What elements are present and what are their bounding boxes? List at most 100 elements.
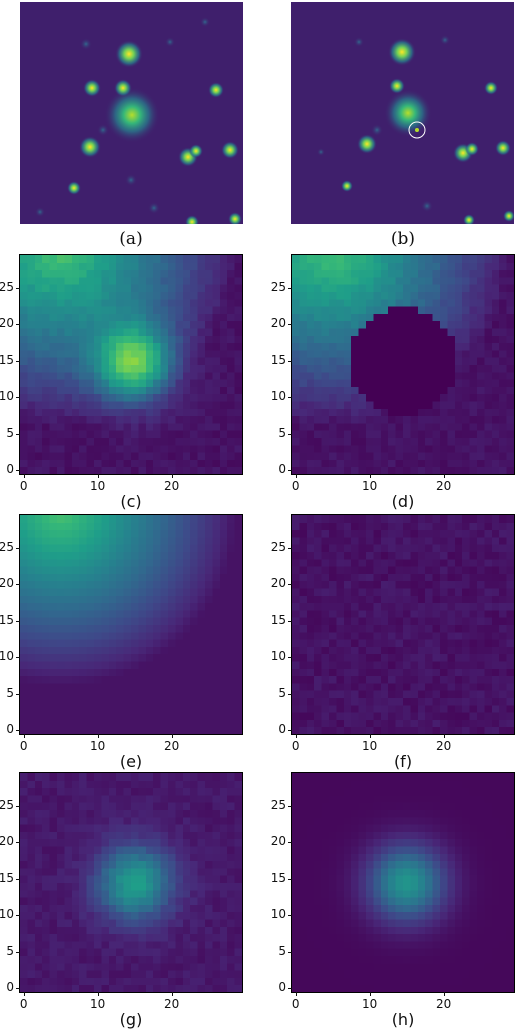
y-tick-label: 25 — [268, 540, 286, 554]
y-tick-label: 20 — [0, 576, 14, 590]
x-tick-mark — [172, 992, 173, 996]
x-tick-label: 10 — [358, 739, 382, 753]
x-tick-mark — [24, 734, 25, 738]
y-tick-label: 5 — [0, 686, 14, 700]
caption-g: (g) — [111, 1010, 151, 1029]
y-tick-mark — [288, 324, 292, 325]
y-tick-mark — [16, 548, 20, 549]
heatmap-plot-area — [20, 255, 242, 474]
y-tick-label: 5 — [268, 426, 286, 440]
y-tick-mark — [16, 806, 20, 807]
x-tick-label: 10 — [86, 739, 110, 753]
y-tick-mark — [16, 842, 20, 843]
x-tick-mark — [444, 992, 445, 996]
y-tick-mark — [288, 988, 292, 989]
x-tick-label: 10 — [358, 997, 382, 1011]
y-tick-mark — [16, 621, 20, 622]
y-tick-mark — [16, 361, 20, 362]
y-tick-label: 25 — [0, 798, 14, 812]
y-tick-mark — [288, 288, 292, 289]
heatmap-plot-area — [20, 515, 242, 734]
y-tick-mark — [288, 548, 292, 549]
y-tick-label: 20 — [268, 576, 286, 590]
y-tick-mark — [16, 470, 20, 471]
heatmap-plot-area — [20, 773, 242, 992]
y-tick-label: 15 — [0, 871, 14, 885]
x-tick-mark — [172, 734, 173, 738]
y-tick-mark — [16, 879, 20, 880]
y-tick-label: 15 — [0, 613, 14, 627]
caption-e: (e) — [111, 752, 151, 771]
x-tick-mark — [296, 992, 297, 996]
y-tick-mark — [16, 324, 20, 325]
x-tick-mark — [98, 474, 99, 478]
y-tick-label: 10 — [0, 389, 14, 403]
y-tick-mark — [288, 806, 292, 807]
y-tick-mark — [16, 988, 20, 989]
x-tick-mark — [172, 474, 173, 478]
y-tick-label: 25 — [0, 280, 14, 294]
heatmap-plot-area — [292, 255, 514, 474]
y-tick-mark — [16, 915, 20, 916]
y-tick-mark — [288, 621, 292, 622]
y-tick-mark — [288, 397, 292, 398]
y-tick-label: 10 — [268, 649, 286, 663]
y-tick-mark — [288, 470, 292, 471]
y-tick-mark — [288, 879, 292, 880]
x-tick-label: 0 — [284, 997, 308, 1011]
y-tick-label: 0 — [0, 722, 14, 736]
y-tick-label: 15 — [0, 353, 14, 367]
y-tick-mark — [16, 952, 20, 953]
y-tick-mark — [16, 657, 20, 658]
y-tick-mark — [288, 657, 292, 658]
x-tick-mark — [370, 474, 371, 478]
y-tick-label: 15 — [268, 871, 286, 885]
y-tick-label: 5 — [268, 944, 286, 958]
y-tick-label: 20 — [268, 316, 286, 330]
y-tick-label: 20 — [0, 316, 14, 330]
y-tick-label: 20 — [0, 834, 14, 848]
x-tick-mark — [444, 474, 445, 478]
x-tick-mark — [370, 734, 371, 738]
y-tick-mark — [288, 952, 292, 953]
y-tick-mark — [288, 730, 292, 731]
y-tick-label: 0 — [268, 462, 286, 476]
heatmap-plot-area — [292, 773, 514, 992]
y-tick-label: 15 — [268, 613, 286, 627]
x-tick-label: 10 — [86, 479, 110, 493]
y-tick-mark — [288, 361, 292, 362]
y-tick-label: 20 — [268, 834, 286, 848]
x-tick-label: 10 — [86, 997, 110, 1011]
y-tick-mark — [16, 730, 20, 731]
y-tick-mark — [16, 584, 20, 585]
x-tick-label: 20 — [160, 997, 184, 1011]
x-tick-label: 20 — [160, 479, 184, 493]
y-tick-label: 25 — [268, 280, 286, 294]
y-tick-label: 0 — [268, 980, 286, 994]
x-tick-mark — [296, 474, 297, 478]
x-tick-label: 10 — [358, 479, 382, 493]
y-tick-label: 15 — [268, 353, 286, 367]
y-tick-mark — [16, 397, 20, 398]
caption-d: (d) — [383, 492, 423, 511]
y-tick-label: 25 — [268, 798, 286, 812]
y-tick-label: 25 — [0, 540, 14, 554]
y-tick-mark — [288, 842, 292, 843]
x-tick-label: 0 — [12, 739, 36, 753]
x-tick-label: 20 — [160, 739, 184, 753]
y-tick-label: 0 — [0, 980, 14, 994]
x-tick-mark — [98, 992, 99, 996]
y-tick-mark — [16, 288, 20, 289]
y-tick-label: 10 — [0, 649, 14, 663]
x-tick-mark — [24, 992, 25, 996]
y-tick-mark — [288, 584, 292, 585]
x-tick-mark — [370, 992, 371, 996]
caption-a: (a) — [101, 229, 161, 249]
x-tick-label: 0 — [284, 479, 308, 493]
y-tick-label: 10 — [268, 389, 286, 403]
x-tick-mark — [24, 474, 25, 478]
y-tick-label: 5 — [0, 426, 14, 440]
caption-b: (b) — [373, 229, 433, 249]
sky-image-b — [291, 2, 514, 224]
x-tick-label: 20 — [432, 997, 456, 1011]
